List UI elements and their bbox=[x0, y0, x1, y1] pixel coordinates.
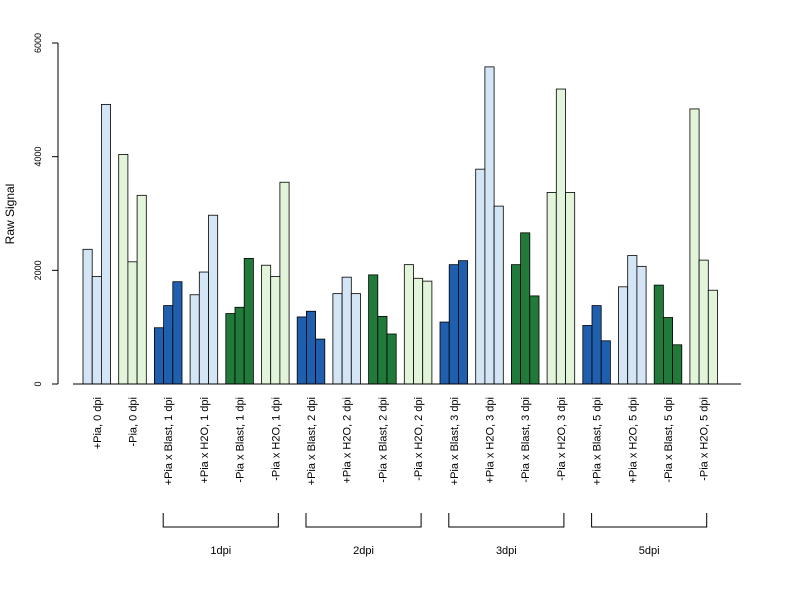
bar bbox=[520, 232, 531, 385]
bar bbox=[493, 205, 504, 385]
bracket-label: 3dpi bbox=[496, 545, 517, 557]
bracket-line bbox=[448, 513, 565, 528]
bar bbox=[368, 274, 379, 385]
bar bbox=[270, 276, 281, 385]
bar bbox=[208, 214, 219, 385]
bar bbox=[305, 310, 316, 385]
bars bbox=[82, 66, 718, 385]
bracket-label: 1dpi bbox=[210, 545, 231, 557]
bracket-label: 5dpi bbox=[639, 545, 660, 557]
x-tick-label: -Pia, 0 dpi bbox=[128, 397, 140, 447]
y-tick-label: 4000 bbox=[33, 147, 43, 167]
x-tick-label: +Pia x Blast, 1 dpi bbox=[163, 397, 175, 485]
bar bbox=[600, 340, 611, 385]
y-axis-label: Raw Signal bbox=[3, 184, 17, 245]
bar bbox=[582, 325, 593, 385]
bracket-line bbox=[305, 513, 422, 528]
bar bbox=[555, 88, 566, 385]
bar bbox=[82, 248, 93, 385]
y-tick-label: 6000 bbox=[33, 33, 43, 53]
bar bbox=[172, 281, 183, 385]
bar bbox=[91, 276, 102, 385]
x-tick-label: -Pia x Blast, 5 dpi bbox=[663, 397, 675, 483]
bar bbox=[653, 284, 664, 385]
bar bbox=[279, 181, 290, 385]
x-tick-label: -Pia x H2O, 3 dpi bbox=[556, 397, 568, 481]
bar bbox=[529, 295, 540, 385]
bar bbox=[663, 317, 674, 385]
bar bbox=[377, 315, 388, 385]
bar bbox=[510, 264, 521, 385]
bar bbox=[689, 108, 700, 385]
bar bbox=[698, 259, 709, 385]
x-tick-label: +Pia x Blast, 5 dpi bbox=[592, 397, 604, 485]
bar bbox=[565, 192, 576, 385]
x-tick-label: +Pia x H2O, 2 dpi bbox=[342, 397, 354, 484]
x-tick-label: -Pia x Blast, 2 dpi bbox=[377, 397, 389, 483]
bar bbox=[189, 294, 200, 385]
bar bbox=[136, 194, 147, 385]
x-tick-label: +Pia x H2O, 3 dpi bbox=[485, 397, 497, 484]
bar bbox=[386, 333, 397, 385]
bar bbox=[163, 305, 174, 385]
y-tick-label: 2000 bbox=[33, 260, 43, 280]
x-tick-label: -Pia x Blast, 3 dpi bbox=[520, 397, 532, 483]
bar bbox=[332, 293, 343, 385]
bar bbox=[636, 265, 647, 385]
bar bbox=[198, 271, 209, 385]
bar bbox=[457, 260, 468, 385]
x-tick-label: +Pia x Blast, 2 dpi bbox=[306, 397, 318, 485]
bracket-label: 2dpi bbox=[353, 545, 374, 557]
x-tick-labels: +Pia, 0 dpi -Pia, 0 dpi +Pia x Blast, 1 dp… bbox=[92, 397, 711, 485]
x-tick-label: +Pia x H2O, 5 dpi bbox=[627, 397, 639, 484]
bar bbox=[707, 289, 718, 385]
bar bbox=[591, 305, 602, 385]
x-tick-label: -Pia x H2O, 1 dpi bbox=[270, 397, 282, 481]
bracket-line bbox=[162, 513, 279, 528]
bar bbox=[448, 264, 459, 385]
bar bbox=[234, 306, 245, 385]
bar bbox=[315, 338, 326, 385]
bar bbox=[546, 192, 557, 385]
bar bbox=[422, 280, 433, 385]
bar bbox=[153, 327, 164, 385]
bar bbox=[413, 277, 424, 385]
bracket-line bbox=[591, 513, 708, 528]
bar bbox=[127, 261, 138, 385]
x-tick-label: +Pia x H2O, 1 dpi bbox=[199, 397, 211, 484]
x-tick-label: -Pia x H2O, 2 dpi bbox=[413, 397, 425, 481]
x-tick-label: +Pia, 0 dpi bbox=[92, 397, 104, 449]
y-axis: 0 2000 4000 6000 bbox=[33, 33, 59, 387]
bar bbox=[243, 257, 254, 385]
bar bbox=[618, 286, 629, 385]
bar bbox=[341, 276, 352, 385]
bar bbox=[439, 321, 450, 385]
x-tick-label: -Pia x H2O, 5 dpi bbox=[699, 397, 711, 481]
bar bbox=[296, 316, 307, 385]
y-tick-label: 0 bbox=[33, 381, 43, 386]
time-brackets: 1dpi 2dpi 3dpi 5dpi bbox=[162, 513, 708, 557]
bar bbox=[475, 168, 486, 385]
x-tick-label: +Pia x Blast, 3 dpi bbox=[449, 397, 461, 485]
bar bbox=[484, 66, 495, 385]
x-tick-label: -Pia x Blast, 1 dpi bbox=[235, 397, 247, 483]
bar bbox=[225, 313, 236, 385]
bar bbox=[672, 344, 683, 385]
bar bbox=[261, 264, 272, 385]
bar bbox=[627, 255, 638, 385]
bar bbox=[403, 264, 414, 385]
bar bbox=[118, 153, 129, 385]
bar bbox=[350, 293, 361, 385]
bar bbox=[101, 103, 112, 385]
